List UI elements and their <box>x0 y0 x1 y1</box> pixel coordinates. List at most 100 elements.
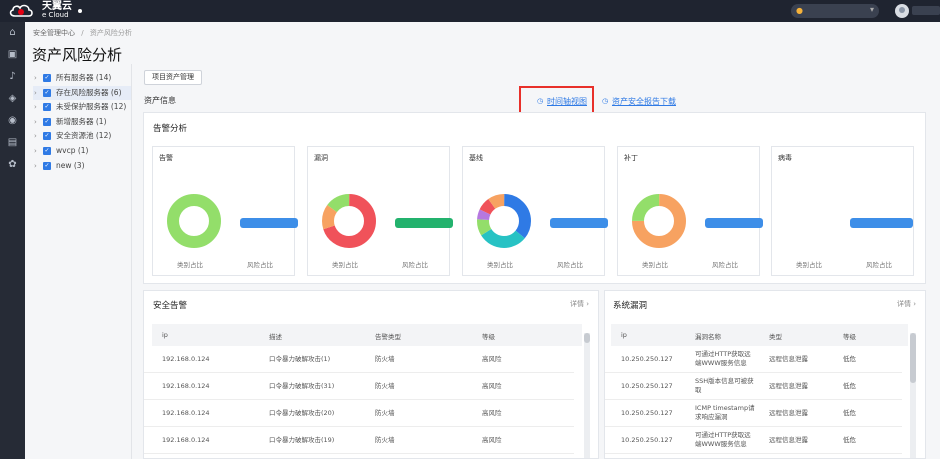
gear-icon[interactable]: ✿ <box>8 159 17 170</box>
cloud-logo-icon[interactable] <box>7 2 41 20</box>
tree-item-label: wvcp (1) <box>56 145 89 155</box>
page-title: 资产风险分析 <box>32 46 123 64</box>
table-cell: 高风险 <box>482 355 502 363</box>
panel-title: 安全告警 <box>153 301 188 311</box>
column-header: 漏洞名称 <box>695 333 721 341</box>
chevron-down-icon: ▾ <box>869 5 874 14</box>
panel-title: 系统漏洞 <box>613 301 648 311</box>
table-row[interactable]: 10.250.250.127 ICMP timestamp请求响应漏洞 远程信息泄露… <box>605 400 902 427</box>
table-row[interactable]: 192.168.0.124 口令暴力破解攻击(20) 防火墙 高风险 <box>144 400 574 427</box>
table-cell: 口令暴力破解攻击(20) <box>269 409 335 417</box>
detail-link[interactable]: 详情 › <box>897 300 917 308</box>
card-title: 补丁 <box>624 154 638 162</box>
checkbox-checked-icon[interactable]: ✓ <box>43 132 51 141</box>
checkbox-checked-icon[interactable]: ✓ <box>43 117 51 126</box>
tree-item-label: 安全资源池 (12) <box>56 131 112 141</box>
tree-item-label: 未受保护服务器 (12) <box>56 102 127 112</box>
window-icon[interactable]: ▣ <box>7 49 18 60</box>
table-cell: 可通过HTTP获取远端WWW服务信息 <box>695 350 751 367</box>
donut-slice <box>167 194 221 248</box>
chevron-right-icon[interactable]: › <box>34 74 37 82</box>
card-title: 告警 <box>159 154 173 162</box>
tree-item[interactable]: › ✓ new (3) <box>33 159 131 174</box>
timeline-view-link[interactable]: 时间轴视图 <box>547 97 587 106</box>
tree-item[interactable]: › ✓ 新增服务器 (1) <box>33 115 131 130</box>
column-header: 等级 <box>482 333 495 341</box>
risk-bar <box>240 218 298 228</box>
brand-dot <box>78 9 82 13</box>
table-cell: 高风险 <box>482 382 502 390</box>
table-row[interactable]: 10.250.250.127 可通过HTTP获取远端WWW服务信息 远程信息泄露 低危 <box>605 346 902 373</box>
tree-item-label: 所有服务器 (14) <box>56 73 112 82</box>
table-cell: SSH版本信息可被获取 <box>695 377 754 394</box>
checkbox-checked-icon[interactable]: ✓ <box>43 74 51 82</box>
alert-card: 基线 类别占比 风险占比 <box>462 146 608 276</box>
table-cell: 低危 <box>843 382 856 390</box>
category-ratio-label: 类别占比 <box>487 261 513 269</box>
breadcrumb: 安全管理中心 / 资产风险分析 <box>33 29 132 37</box>
tree-item[interactable]: › ✓ wvcp (1) <box>33 144 131 159</box>
scrollbar-thumb[interactable] <box>910 333 916 383</box>
scrollbar-thumb[interactable] <box>584 333 590 343</box>
tree-item[interactable]: › ✓ 存在风险服务器 (6) <box>33 85 131 101</box>
chevron-right-icon[interactable]: › <box>34 117 37 126</box>
tree-item[interactable]: › ✓ 未受保护服务器 (12) <box>33 100 131 115</box>
breadcrumb-current: 资产风险分析 <box>89 29 132 37</box>
shield-icon[interactable]: ◉ <box>8 115 17 126</box>
donut-slice <box>632 194 686 248</box>
chevron-right-icon[interactable]: › <box>34 161 37 170</box>
table-cell: 10.250.250.127 <box>621 436 673 444</box>
server-icon[interactable]: ▤ <box>7 137 18 148</box>
risk-bar <box>850 218 913 228</box>
chevron-right-icon[interactable]: › <box>34 103 37 112</box>
donut-slice <box>477 194 531 248</box>
user-menu[interactable] <box>912 6 940 15</box>
table-row[interactable]: 10.250.250.127 可通过HTTP获取远端WWW服务信息 远程信息泄露 低危 <box>605 427 902 454</box>
origin-asset-button[interactable]: 项目资产管理 <box>144 70 202 85</box>
category-ratio-label: 类别占比 <box>642 261 668 269</box>
breadcrumb-item[interactable]: 安全管理中心 <box>33 29 75 37</box>
table-row[interactable]: 192.168.0.124 口令暴力破解攻击(31) 防火墙 高风险 <box>144 373 574 400</box>
category-ratio-label: 类别占比 <box>332 261 358 269</box>
avatar[interactable] <box>895 4 909 18</box>
table-cell: 10.250.250.127 <box>621 382 673 390</box>
chevron-right-icon[interactable]: › <box>34 132 37 141</box>
table-cell: 可通过HTTP获取远端WWW服务信息 <box>695 431 751 448</box>
brand-name-en: e Cloud <box>42 11 69 19</box>
table-cell: 10.250.250.127 <box>621 355 673 363</box>
table-cell: 防火墙 <box>375 355 395 363</box>
report-download-link[interactable]: 资产安全报告下载 <box>612 97 676 106</box>
tree-item[interactable]: › ✓ 所有服务器 (14) <box>33 71 131 86</box>
tree-item-label: new (3) <box>56 160 85 170</box>
checkbox-checked-icon[interactable]: ✓ <box>43 161 51 170</box>
top-bar: 天翼云 e Cloud ● ▾ <box>0 0 940 22</box>
bell-icon[interactable]: ♪ <box>9 71 16 82</box>
table-cell: 192.168.0.124 <box>162 355 210 363</box>
scrollbar[interactable] <box>910 333 916 458</box>
checkbox-checked-icon[interactable]: ✓ <box>43 88 51 97</box>
table-cell: 低危 <box>843 436 856 444</box>
donut-slice <box>322 194 376 248</box>
tree-item[interactable]: › ✓ 安全资源池 (12) <box>33 129 131 144</box>
alert-card: 漏洞 类别占比 风险占比 <box>307 146 453 276</box>
donut-slice <box>322 194 376 248</box>
table-header: ip 描述 告警类型 等级 <box>152 324 582 346</box>
table-row[interactable]: 10.250.250.127 SSH版本信息可被获取 远程信息泄露 低危 <box>605 373 902 400</box>
table-cell: 远程信息泄露 <box>769 436 808 444</box>
region-selector[interactable]: ● ▾ <box>791 4 879 18</box>
asset-info-label: 资产信息 <box>144 96 176 105</box>
table-header: ip 漏洞名称 类型 等级 <box>611 324 908 346</box>
table-cell: 远程信息泄露 <box>769 409 808 417</box>
risk-ratio-label: 风险占比 <box>712 261 738 269</box>
checkbox-checked-icon[interactable]: ✓ <box>43 146 51 155</box>
checkbox-checked-icon[interactable]: ✓ <box>43 103 51 112</box>
chevron-right-icon[interactable]: › <box>34 146 37 155</box>
home-icon[interactable]: ⌂ <box>9 27 16 38</box>
chevron-right-icon[interactable]: › <box>34 88 37 97</box>
donut-slice <box>322 194 376 248</box>
scrollbar[interactable] <box>584 333 590 458</box>
detail-link[interactable]: 详情 › <box>570 300 590 308</box>
layers-icon[interactable]: ◈ <box>8 93 17 104</box>
table-row[interactable]: 192.168.0.124 口令暴力破解攻击(1) 防火墙 高风险 <box>144 346 574 373</box>
table-row[interactable]: 192.168.0.124 口令暴力破解攻击(19) 防火墙 高风险 <box>144 427 574 454</box>
